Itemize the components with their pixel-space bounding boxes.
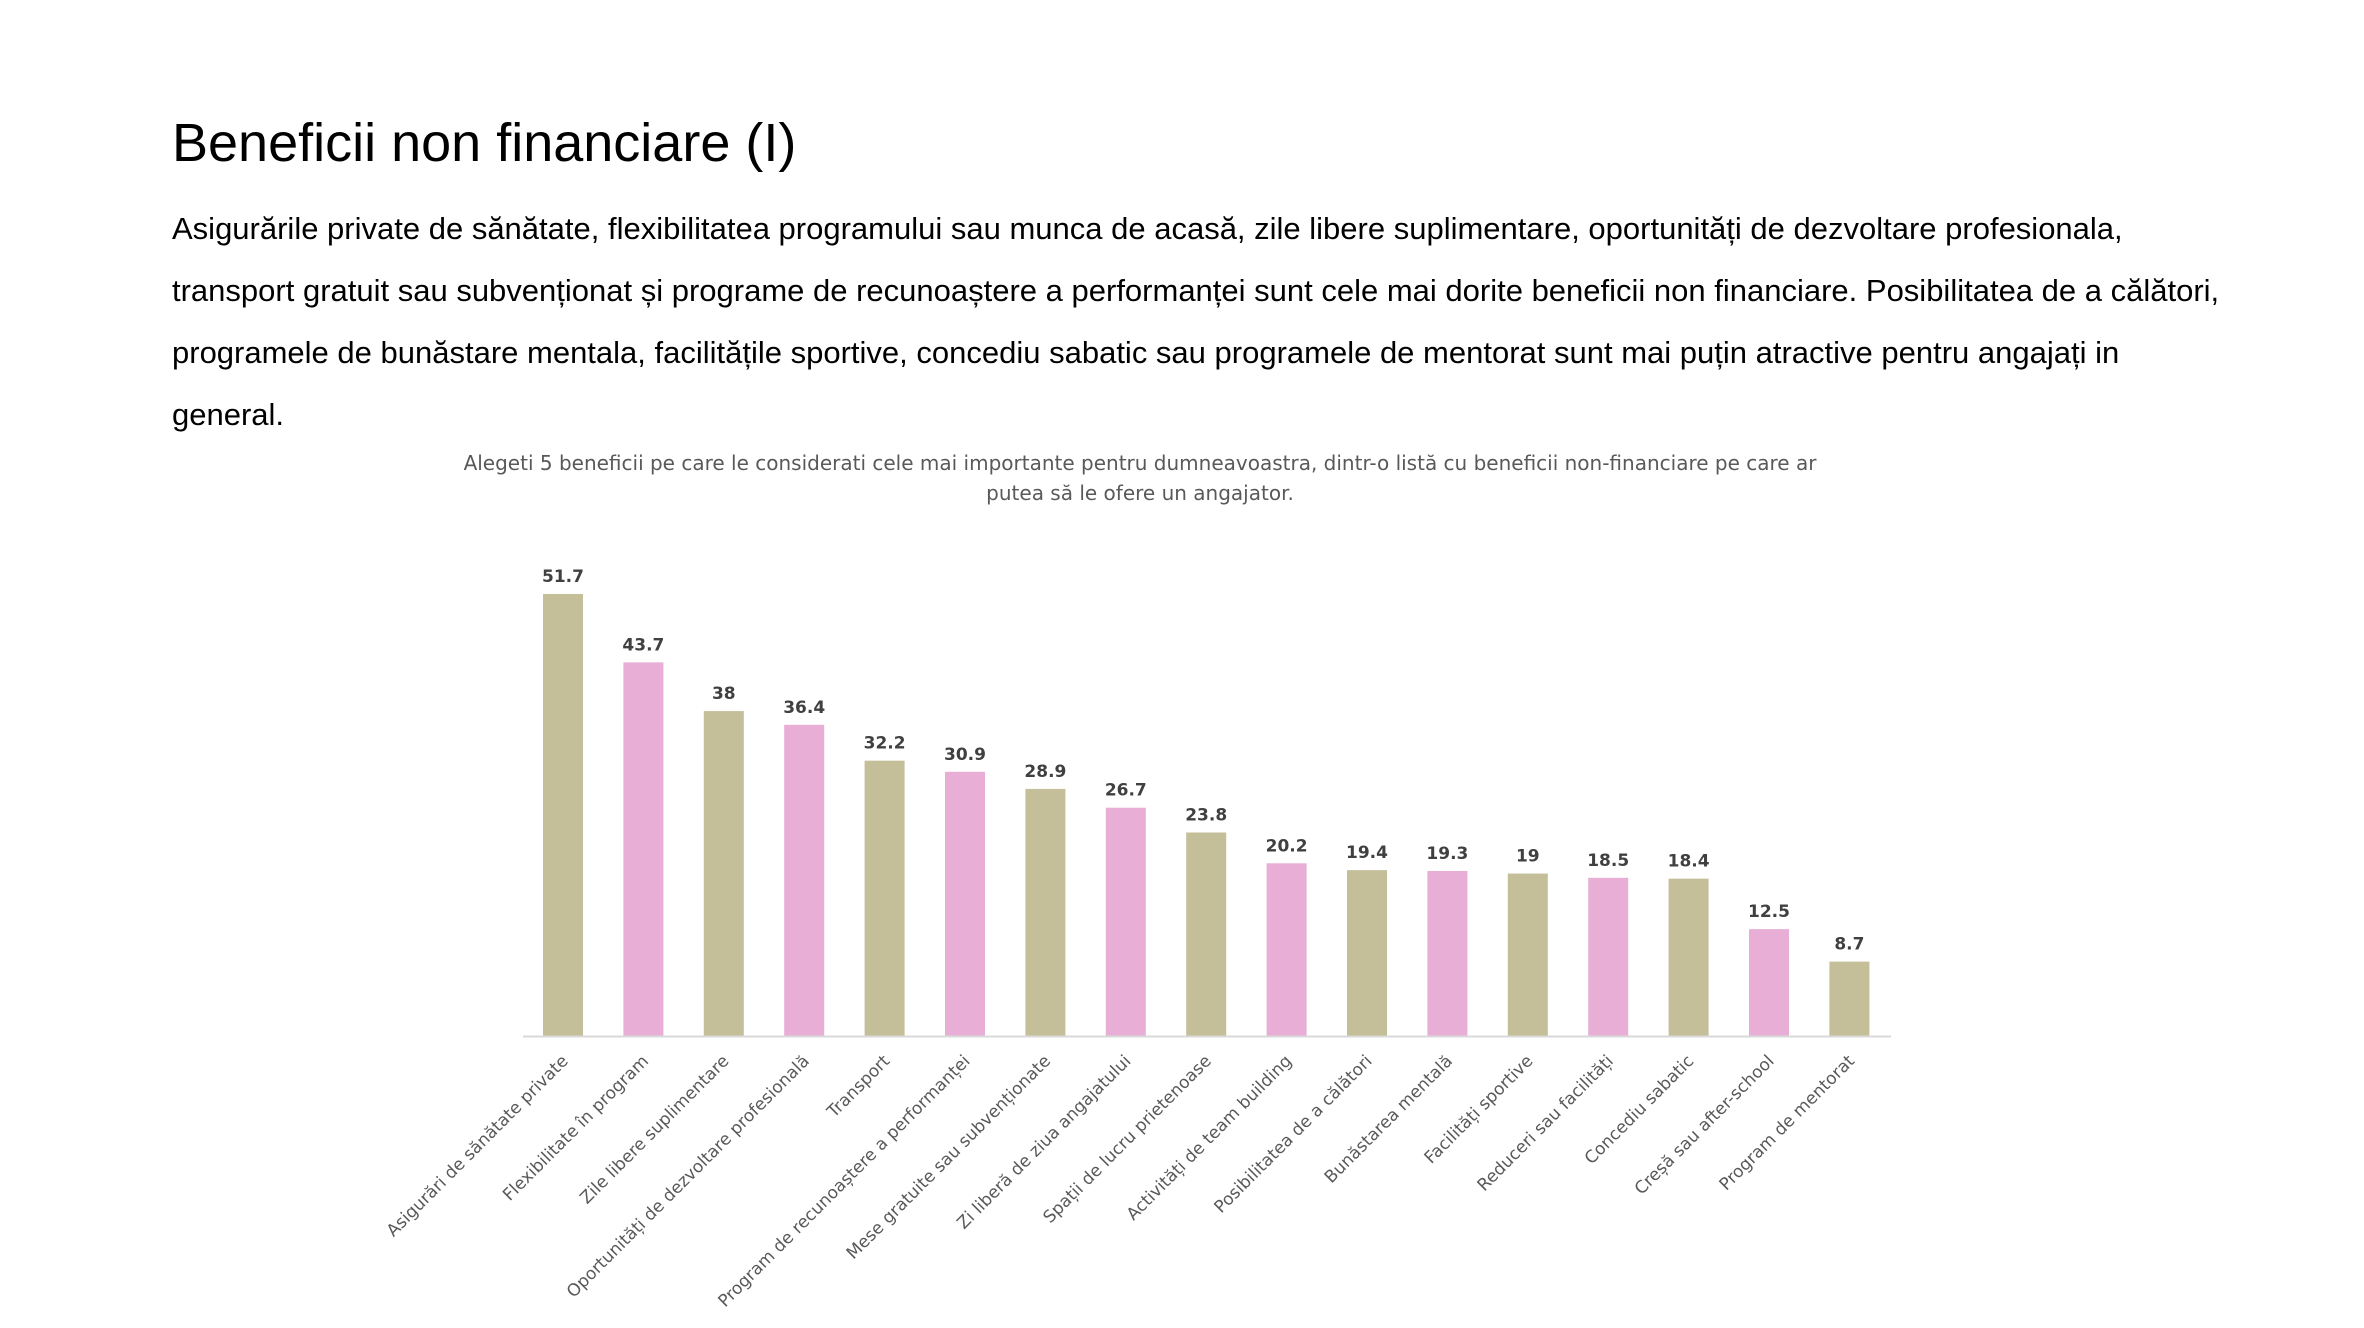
bar <box>864 760 905 1036</box>
data-label: 26.7 <box>1105 781 1147 801</box>
bar <box>623 662 664 1036</box>
bar <box>1749 929 1789 1036</box>
bar <box>1588 877 1629 1036</box>
bar <box>945 771 985 1036</box>
category-label: Transport <box>823 1051 894 1122</box>
data-label: 19.3 <box>1426 844 1468 864</box>
category-label: Reduceri sau facilități <box>1474 1051 1618 1195</box>
data-label: 19 <box>1516 847 1540 867</box>
data-label: 18.4 <box>1668 852 1710 872</box>
category-label: Program de mentorat <box>1716 1051 1860 1195</box>
bar <box>1186 832 1227 1036</box>
data-label: 8.7 <box>1834 935 1864 955</box>
bar <box>543 593 583 1036</box>
category-label: Zile libere suplimentare <box>576 1051 733 1208</box>
data-label: 20.2 <box>1266 836 1308 856</box>
data-label: 32.2 <box>864 734 906 754</box>
bar <box>1668 878 1709 1036</box>
bar <box>1507 873 1548 1036</box>
chart-title: Alegeti 5 beneficii pe care le considera… <box>463 451 1817 505</box>
data-label: 23.8 <box>1185 806 1227 826</box>
category-label: Flexibilitate în program <box>499 1051 653 1205</box>
bar <box>1025 788 1066 1036</box>
data-label: 12.5 <box>1748 902 1790 922</box>
intro-paragraph: Asigurările private de sănătate, flexibi… <box>172 211 2220 432</box>
bar <box>703 711 744 1036</box>
bar <box>1427 870 1468 1036</box>
data-label: 19.4 <box>1346 843 1388 863</box>
bar <box>1347 870 1387 1036</box>
bar <box>784 724 825 1036</box>
category-label: Activități de team building <box>1123 1051 1296 1224</box>
category-label: Spații de lucru prietenoase <box>1040 1051 1216 1227</box>
category-label: Posibilitatea de a călători <box>1211 1051 1377 1217</box>
bar <box>1266 863 1307 1036</box>
data-label: 18.5 <box>1587 851 1629 871</box>
data-label: 28.9 <box>1024 762 1066 782</box>
data-label: 43.7 <box>622 635 664 655</box>
category-label: Creșă sau after-school <box>1631 1051 1779 1199</box>
bar <box>1105 807 1146 1036</box>
slide-title: Beneficii non financiare (I) <box>172 113 797 173</box>
data-label: 38 <box>712 684 736 704</box>
category-label: Zi liberă de ziua angajatului <box>953 1051 1135 1233</box>
bar <box>1829 961 1870 1036</box>
data-label: 51.7 <box>542 567 584 587</box>
data-label: 30.9 <box>944 745 986 765</box>
data-label: 36.4 <box>783 698 825 718</box>
